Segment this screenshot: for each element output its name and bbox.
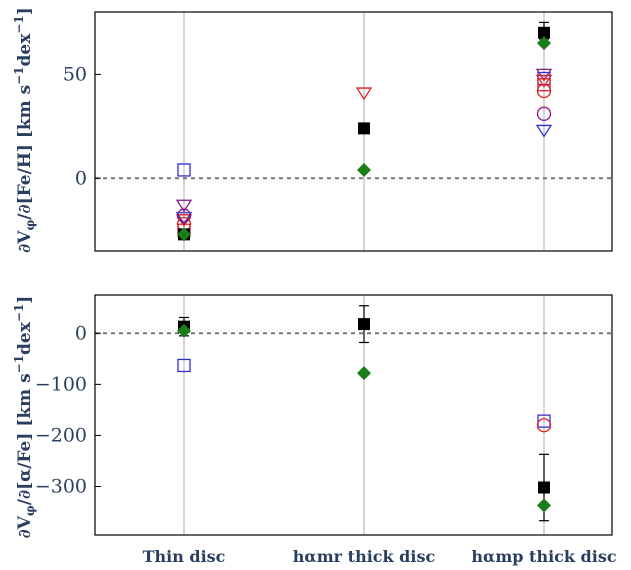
- y-tick-label: −200: [35, 424, 87, 446]
- data-point-diamond-filled: [177, 323, 191, 338]
- bottom-ylabel: ∂Vφ/∂[α/Fe] [km s−1dex−1]: [12, 296, 37, 539]
- data-point-triangle-down-open: [175, 214, 193, 228]
- data-point-square-open: [177, 163, 191, 177]
- data-point-diamond-filled: [537, 498, 551, 513]
- data-point-square-open: [537, 78, 551, 92]
- x-category-label-0: Thin disc: [143, 547, 226, 566]
- plot-frame: [94, 11, 613, 252]
- data-point-diamond-filled: [357, 366, 371, 381]
- y-tick-label: −100: [35, 373, 87, 395]
- data-point-circle-open: [176, 208, 192, 223]
- x-category-label-2: hαmp thick disc: [471, 547, 616, 566]
- data-point-square-filled: [358, 122, 370, 135]
- data-point-square-open: [177, 358, 191, 373]
- data-point-triangle-down-open: [355, 87, 373, 101]
- data-point-square-filled: [538, 481, 550, 494]
- x-category-label-1: hαmr thick disc: [293, 547, 436, 566]
- data-point-diamond-filled: [357, 162, 371, 177]
- plot-frame: [94, 294, 613, 536]
- y-tick-label: 0: [75, 167, 87, 189]
- y-tick-label: −300: [35, 475, 87, 497]
- data-point-triangle-down-open: [535, 68, 553, 82]
- data-point-triangle-down-open: [175, 199, 193, 213]
- panel-top: 0 50: [63, 11, 613, 252]
- data-point-diamond-filled: [177, 227, 191, 242]
- y-tick-label: 0: [75, 322, 87, 344]
- data-point-diamond-filled: [537, 36, 551, 51]
- top-ylabel: ∂Vφ/∂[Fe/H] [km s−1dex−1]: [12, 7, 37, 253]
- data-point-square-filled: [358, 318, 370, 331]
- data-point-square-open: [537, 414, 551, 428]
- panel-bottom: 0 −100 −200 −300 Thin disc hαmr thick disc hαm…: [35, 294, 617, 566]
- data-point-circle-open: [536, 418, 552, 433]
- data-point-triangle-down-open: [535, 124, 553, 138]
- data-point-triangle-down-open: [535, 74, 553, 88]
- data-point-square-filled: [538, 26, 550, 39]
- y-tick-label: 50: [63, 63, 87, 85]
- data-point-circle-open: [536, 106, 552, 121]
